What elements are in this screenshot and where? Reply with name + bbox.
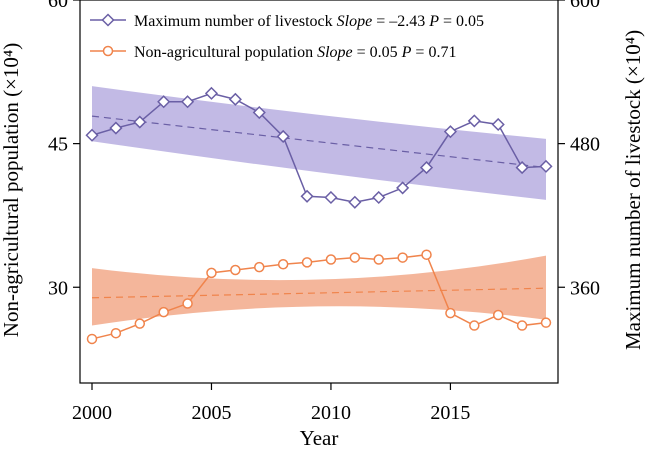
- legend-text-livestock: Maximum number of livestock Slope = –2.4…: [134, 13, 484, 30]
- right-y-axis-label: Maximum number of livestock (×10⁴): [621, 30, 645, 350]
- right-tick-label: 600: [570, 0, 600, 12]
- x-tick-label: 2000: [72, 402, 112, 424]
- data-point-livestock-2011: [348, 195, 362, 209]
- data-point-population-2017: [492, 309, 504, 321]
- data-point-population-2011: [349, 252, 361, 263]
- legend-marker-livestock: [101, 13, 115, 27]
- data-point-livestock-2002: [133, 115, 147, 129]
- left-y-axis-label: Non-agricultural population (×10⁴): [0, 43, 23, 337]
- trend-layer: [91, 115, 547, 299]
- right-tick-label: 480: [570, 134, 600, 156]
- data-point-livestock-2000: [85, 128, 99, 142]
- legend-text-population: Non-agricultural population Slope = 0.05…: [134, 44, 456, 61]
- confidence-band-population: [92, 255, 546, 326]
- legend-name-population: Non-agricultural population: [134, 44, 313, 61]
- data-point-population-2003: [158, 306, 169, 318]
- left-y-axis: 30 45 60: [48, 0, 80, 299]
- x-tick-label: 2005: [191, 402, 231, 424]
- trend-line-livestock: [91, 115, 547, 169]
- legend-p-value-population: = 0.71: [411, 44, 456, 61]
- legend-symbol-livestock: [101, 13, 115, 27]
- data-point-livestock-2007: [252, 105, 266, 120]
- data-point-population-2002: [134, 318, 146, 329]
- data-point-livestock-2013: [396, 181, 410, 195]
- data-point-livestock-2010: [324, 190, 338, 205]
- data-point-livestock-2014: [419, 161, 434, 175]
- data-point-livestock-2016: [467, 114, 481, 128]
- data-point-livestock-2012: [372, 190, 386, 205]
- data-point-livestock-2017: [491, 117, 505, 132]
- legend-marker-population: [102, 45, 114, 57]
- data-point-livestock-2008: [276, 129, 290, 144]
- legend-slope-label-population: Slope: [317, 44, 353, 61]
- trend-line-population: [91, 287, 547, 299]
- left-tick-label: 60: [48, 0, 68, 12]
- data-point-population-2008: [277, 259, 289, 270]
- data-point-population-2007: [254, 261, 265, 273]
- legend-slope-value-population: = 0.05: [353, 44, 402, 61]
- x-tick-label: 2010: [311, 402, 351, 424]
- data-point-population-2005: [206, 267, 217, 279]
- legend-p-value-livestock: = 0.05: [439, 13, 484, 30]
- data-point-population-2006: [230, 264, 241, 276]
- data-point-livestock-2015: [443, 125, 457, 139]
- legend: Maximum number of livestock Slope = –2.4…: [90, 13, 484, 61]
- x-axis-label: Year: [300, 426, 339, 450]
- data-point-population-2018: [516, 320, 528, 331]
- data-point-livestock-2018: [515, 161, 529, 175]
- right-y-axis: 360 480 600: [558, 0, 600, 299]
- data-point-population-2012: [373, 254, 384, 265]
- data-point-livestock-2006: [228, 92, 242, 106]
- left-tick-label: 30: [48, 277, 68, 299]
- confidence-band-livestock: [92, 86, 546, 200]
- right-tick-label: 360: [570, 277, 600, 299]
- legend-slope-value-livestock: = –2.43: [372, 13, 429, 30]
- data-point-livestock-2005: [204, 86, 219, 100]
- data-point-population-2013: [397, 252, 408, 263]
- legend-slope-label-livestock: Slope: [337, 13, 373, 30]
- left-tick-label: 45: [48, 134, 68, 156]
- data-point-livestock-2003: [157, 95, 171, 109]
- legend-p-label-population: P: [401, 44, 412, 61]
- data-point-population-2010: [325, 254, 337, 265]
- data-point-livestock-2001: [109, 121, 123, 135]
- band-layer: [92, 86, 546, 326]
- data-point-livestock-2004: [181, 95, 195, 109]
- data-point-population-2000: [86, 333, 98, 345]
- legend-p-label-livestock: P: [428, 13, 439, 30]
- plot-frame: [79, 0, 559, 384]
- data-point-livestock-2019: [539, 159, 553, 173]
- data-point-population-2004: [182, 298, 193, 309]
- legend-item-livestock: Maximum number of livestock Slope = –2.4…: [90, 13, 484, 30]
- legend-item-population: Non-agricultural population Slope = 0.05…: [90, 44, 456, 61]
- series-layer: [85, 86, 553, 345]
- x-axis: 2000 2005 2010 2015: [72, 383, 470, 424]
- x-tick-label: 2015: [430, 402, 470, 424]
- data-point-population-2014: [421, 249, 432, 260]
- data-point-population-2001: [110, 327, 122, 339]
- legend-symbol-population: [102, 45, 114, 57]
- data-point-population-2015: [445, 307, 456, 319]
- data-point-population-2009: [301, 257, 313, 268]
- data-point-livestock-2009: [300, 189, 314, 203]
- legend-name-livestock: Maximum number of livestock: [134, 13, 333, 30]
- data-point-population-2016: [469, 320, 480, 331]
- data-point-population-2019: [540, 317, 552, 328]
